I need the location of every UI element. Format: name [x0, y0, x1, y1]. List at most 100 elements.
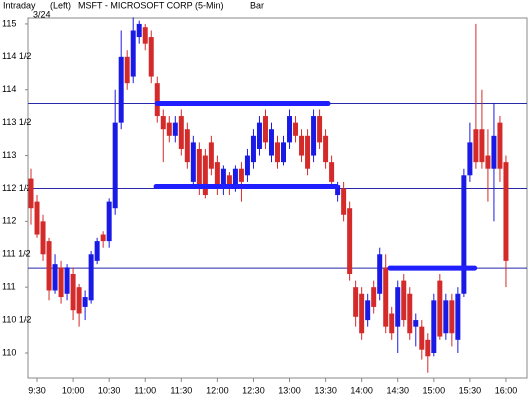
x-tick-label: 12:00 — [206, 385, 229, 395]
candle-body — [154, 83, 160, 117]
candle-body — [389, 313, 395, 334]
candle-body — [341, 188, 347, 215]
x-tick-label: 13:30 — [314, 385, 337, 395]
x-tick-label: 15:30 — [459, 385, 482, 395]
candle-body — [94, 241, 100, 261]
candle-body — [359, 293, 365, 334]
candle-body — [461, 175, 467, 294]
plot-frame — [27, 17, 528, 379]
candle-body — [190, 142, 196, 182]
y-tick-label: 114 — [2, 84, 16, 94]
x-tick-label: 11:30 — [170, 385, 192, 395]
candle-body — [244, 155, 250, 176]
candle-body — [329, 162, 335, 182]
y-tick-label: 110 — [2, 347, 16, 357]
y-tick-label: 112 — [2, 216, 16, 226]
candle-body — [70, 274, 76, 311]
candle-body — [335, 185, 341, 196]
x-tick-label: 12:30 — [242, 385, 265, 395]
candle-body — [226, 175, 232, 189]
candle-body — [166, 122, 172, 136]
candle-body — [479, 129, 485, 163]
x-tick-label: 13:00 — [278, 385, 301, 395]
candle-body — [425, 339, 431, 357]
y-tick-label: 115 — [2, 18, 16, 28]
candle-body — [214, 162, 220, 189]
candle-body — [34, 201, 40, 235]
mode-label: Intraday — [3, 0, 36, 10]
candle-body — [172, 122, 178, 136]
candle-body — [118, 56, 124, 123]
candle-body — [317, 116, 323, 143]
candle-body — [268, 129, 274, 156]
y-tick-label: 113 1/2 — [2, 117, 31, 127]
candle-body — [28, 178, 34, 209]
candle-body — [275, 142, 280, 163]
chart-title: MSFT - MICROSOFT CORP (5-Min) — [78, 0, 224, 10]
x-tick-label: 14:30 — [386, 385, 409, 395]
candle-body — [148, 37, 154, 77]
y-tick-label: 111 — [2, 282, 16, 292]
candle-body — [130, 30, 136, 77]
candle-body — [323, 135, 329, 163]
candle-body — [40, 221, 46, 255]
candle-body — [371, 287, 377, 307]
candle-body — [287, 116, 293, 143]
candle-body — [250, 135, 256, 163]
candle-body — [178, 116, 184, 149]
candle-body — [293, 122, 299, 136]
side-label: (Left) — [50, 0, 71, 10]
candle-body — [353, 287, 359, 317]
candle-body — [347, 208, 353, 275]
x-tick-label: 14:00 — [350, 385, 373, 395]
x-tick-label: 11:00 — [134, 385, 156, 395]
candle-body — [256, 122, 262, 149]
candle-body — [437, 280, 443, 337]
candle-body — [232, 168, 238, 189]
x-tick-label: 9:30 — [28, 385, 46, 395]
y-tick-label: 111 1/2 — [2, 249, 31, 259]
x-tick-label: 10:30 — [98, 385, 121, 395]
candle-body — [311, 116, 317, 156]
candle-body — [136, 23, 142, 38]
candle-body — [112, 122, 118, 209]
candle-body — [491, 135, 497, 169]
candle-body — [365, 300, 371, 321]
candle-body — [196, 148, 202, 189]
candle-body — [106, 201, 112, 242]
candle-body — [395, 287, 401, 327]
x-tick-label: 16:00 — [495, 385, 518, 395]
y-tick-label: 113 — [2, 150, 16, 160]
candle-body — [449, 300, 455, 334]
candle-body — [208, 142, 214, 169]
candle-body — [473, 129, 479, 163]
candle-body — [467, 142, 473, 176]
candle-body — [262, 116, 268, 143]
style-label: Bar — [250, 0, 264, 10]
candle-body — [238, 168, 244, 182]
candle-body — [383, 267, 389, 327]
candle-body — [443, 300, 449, 334]
candle-body — [305, 135, 311, 169]
candle-body — [455, 293, 461, 340]
candle-body — [124, 56, 130, 84]
candle-body — [413, 320, 419, 327]
y-tick-label: 112 1/2 — [2, 183, 31, 193]
candle-body — [281, 142, 287, 163]
candle-body — [58, 267, 64, 298]
candle-body — [503, 162, 509, 261]
candle-body — [497, 122, 503, 169]
x-tick-label: 10:00 — [62, 385, 85, 395]
candle-body — [419, 326, 425, 350]
candle-body — [64, 267, 70, 294]
candle-body — [220, 168, 226, 189]
candle-body — [407, 293, 413, 334]
candle-body — [142, 27, 148, 44]
x-tick-label: 15:00 — [423, 385, 446, 395]
candle-body — [431, 300, 437, 353]
candle-body — [299, 135, 305, 156]
candle-body — [401, 280, 407, 321]
candle-body — [82, 297, 88, 307]
candle-body — [100, 234, 106, 242]
